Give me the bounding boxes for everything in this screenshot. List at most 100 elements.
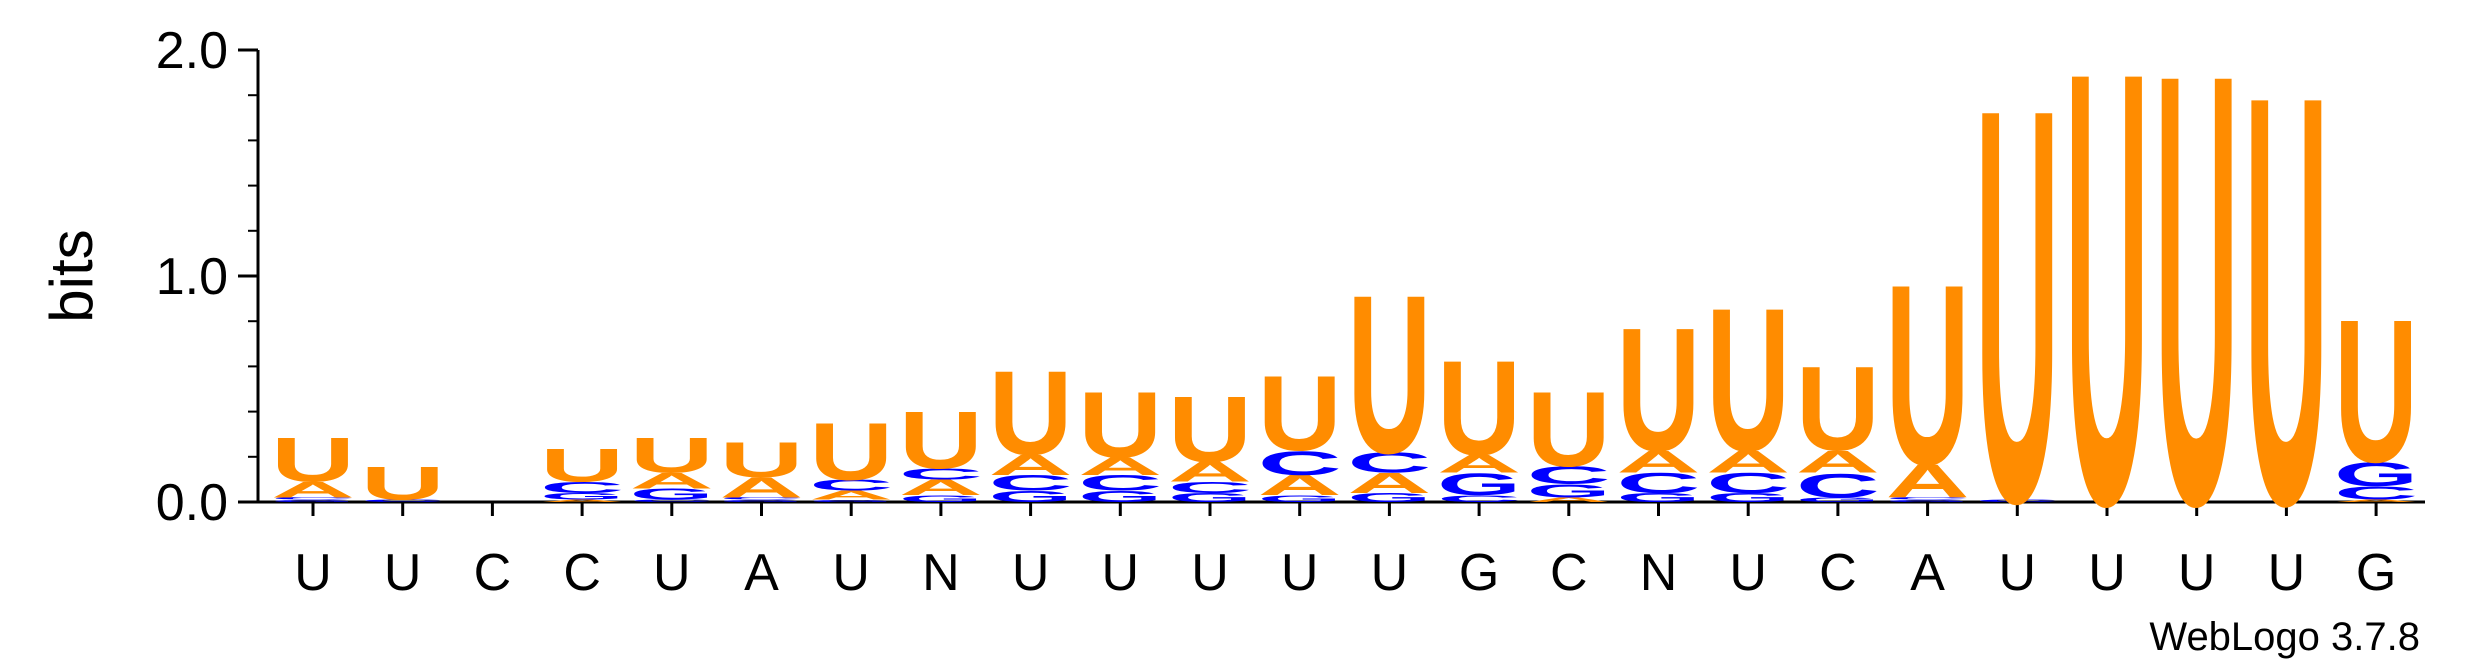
- letter-U: U: [809, 406, 893, 497]
- letter-U: U: [361, 457, 445, 510]
- glyph-C: C: [1617, 467, 1701, 499]
- glyph-G: G: [271, 499, 355, 502]
- position-label: U: [294, 544, 332, 602]
- glyph-G: G: [1168, 491, 1252, 505]
- glyph-A: A: [989, 449, 1073, 481]
- glyph-A: A: [899, 475, 983, 500]
- position-label: U: [1012, 544, 1050, 602]
- glyph-G: G: [899, 494, 983, 504]
- letter-U: U: [2155, 0, 2239, 633]
- position-label: U: [2178, 544, 2216, 602]
- y-tick-label: 0.0: [156, 474, 228, 532]
- glyph-U: U: [2334, 278, 2418, 505]
- letter-U: U: [1258, 353, 1342, 473]
- glyph-U: U: [1886, 232, 1970, 519]
- letter-A: A: [1258, 470, 1342, 502]
- glyph-G: G: [630, 486, 714, 503]
- glyph-A: A: [1347, 467, 1431, 499]
- glyph-A: A: [1527, 496, 1611, 503]
- glyph-G: G: [1527, 481, 1611, 502]
- letter-U: U: [1975, 0, 2059, 619]
- letter-U: U: [1168, 377, 1252, 482]
- glyph-G: G: [1796, 496, 1880, 503]
- letter-G: G: [1886, 499, 1970, 502]
- letter-C: C: [1078, 471, 1162, 496]
- glyph-C: C: [2334, 483, 2418, 504]
- glyph-G: G: [1886, 499, 1970, 502]
- glyph-U: U: [1168, 377, 1252, 482]
- position-label: G: [2356, 544, 2396, 602]
- glyph-G: G: [540, 491, 624, 501]
- glyph-A: A: [1706, 445, 1790, 480]
- letter-C: C: [899, 465, 983, 483]
- letter-U: U: [1527, 369, 1611, 489]
- letter-G: G: [630, 486, 714, 503]
- letter-C: C: [720, 497, 804, 500]
- glyph-G: G: [1617, 491, 1701, 505]
- letter-U: U: [2244, 0, 2328, 627]
- position-label: C: [474, 544, 512, 602]
- glyph-U: U: [1527, 369, 1611, 489]
- letter-A: A: [899, 475, 983, 500]
- y-tick-label: 1.0: [156, 248, 228, 306]
- position-label: C: [563, 544, 601, 602]
- glyph-U: U: [720, 432, 804, 488]
- letter-C: C: [1168, 479, 1252, 497]
- glyph-C: C: [1975, 499, 2059, 502]
- letter-A: A: [1617, 445, 1701, 480]
- letter-G: G: [989, 488, 1073, 505]
- glyph-A: A: [809, 488, 893, 502]
- glyph-G: G: [1347, 491, 1431, 505]
- glyph-G: G: [1078, 488, 1162, 505]
- glyph-U: U: [540, 439, 624, 492]
- glyph-C: C: [1078, 471, 1162, 496]
- letter-U: U: [1796, 342, 1880, 476]
- glyph-U: U: [1437, 332, 1521, 483]
- letter-G: G: [1078, 488, 1162, 505]
- letter-G: G: [1258, 494, 1342, 504]
- letter-G: G: [2334, 455, 2418, 494]
- glyph-U: U: [809, 406, 893, 497]
- letter-G: G: [1527, 481, 1611, 502]
- letter-C: C: [1975, 499, 2059, 502]
- position-label: N: [922, 544, 960, 602]
- letter-A: A: [630, 468, 714, 493]
- glyph-C: C: [630, 499, 714, 502]
- glyph-C: C: [1527, 461, 1611, 489]
- letter-C: C: [989, 471, 1073, 496]
- y-axis-title: bits: [38, 229, 105, 322]
- glyph-A: A: [271, 478, 355, 503]
- position-label: A: [744, 544, 779, 602]
- letter-A: A: [2334, 499, 2418, 502]
- position-label: U: [384, 544, 422, 602]
- glyph-A: A: [1886, 455, 1970, 508]
- glyph-C: C: [271, 497, 355, 500]
- glyph-A: A: [1796, 445, 1880, 480]
- position-label: U: [1371, 544, 1409, 602]
- letter-G: G: [899, 494, 983, 504]
- glyph-U: U: [1078, 372, 1162, 477]
- letter-G: G: [1796, 496, 1880, 503]
- letter-G: G: [809, 499, 893, 502]
- position-label: C: [1819, 544, 1857, 602]
- glyph-U: U: [630, 427, 714, 483]
- position-label: G: [1459, 544, 1499, 602]
- letter-G: G: [1617, 491, 1701, 505]
- letter-U: U: [1706, 267, 1790, 494]
- glyph-G: G: [2334, 455, 2418, 494]
- position-label: A: [1910, 544, 1945, 602]
- letter-A: A: [809, 488, 893, 502]
- letter-A: A: [1527, 496, 1611, 503]
- letter-A: A: [540, 499, 624, 502]
- glyph-U: U: [1796, 342, 1880, 476]
- x-axis: [258, 500, 2425, 516]
- letter-U: U: [899, 395, 983, 486]
- glyph-U: U: [899, 395, 983, 486]
- glyph-C: C: [809, 477, 893, 495]
- position-label: U: [1281, 544, 1319, 602]
- glyph-U: U: [271, 425, 355, 496]
- letter-G: G: [271, 499, 355, 502]
- glyph-A: A: [2334, 499, 2418, 502]
